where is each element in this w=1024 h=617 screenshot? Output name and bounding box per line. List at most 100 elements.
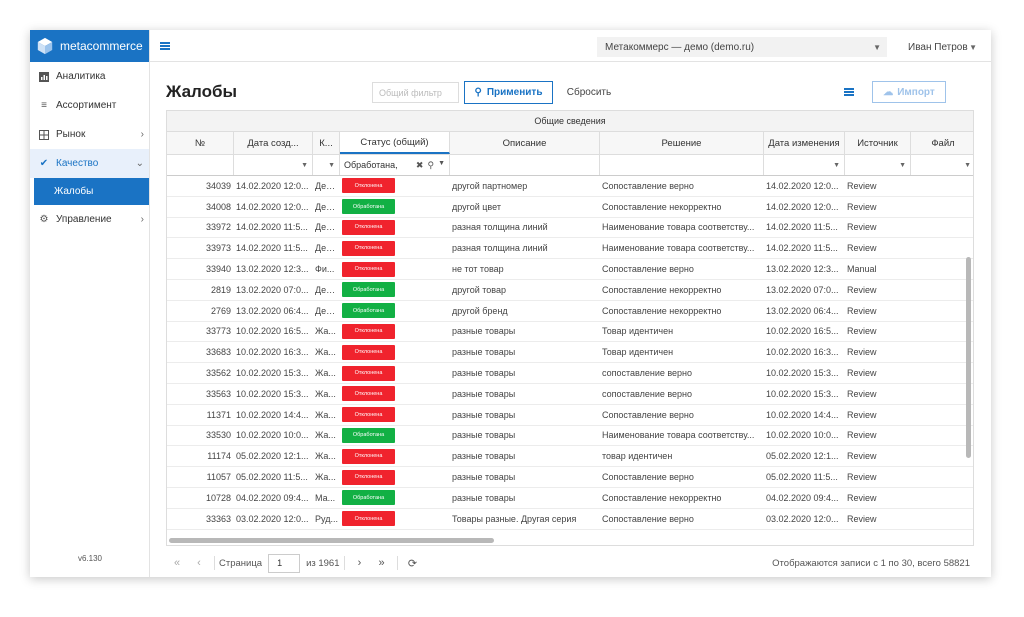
cell-k: Руд...	[315, 513, 338, 524]
search-icon[interactable]: ⚲	[427, 159, 435, 170]
cell-source: Review	[847, 347, 877, 358]
pager-divider	[343, 556, 345, 570]
first-page-icon[interactable]: «	[173, 557, 181, 569]
number-filter[interactable]	[167, 155, 234, 175]
global-filter-input[interactable]: Общий фильтр	[372, 82, 459, 103]
caret-down-icon: ▼	[969, 42, 977, 52]
sidebar-item-market[interactable]: Рынок ›	[30, 120, 149, 149]
cell-description: другой бренд	[452, 305, 508, 316]
table-row[interactable]: 33773 10.02.2020 16:5... Жа... Отклонена раз…	[167, 322, 973, 343]
logo[interactable]: metacommerce	[30, 30, 149, 62]
org-select[interactable]: Метакоммерс — демо (demo.ru) ▼	[597, 37, 887, 57]
column-header-file[interactable]: Файл	[931, 137, 955, 149]
table-row[interactable]: 11057 05.02.2020 11:5... Жа... Отклонена раз…	[167, 467, 973, 488]
table-row[interactable]: 33562 10.02.2020 15:3... Жа... Отклонена раз…	[167, 363, 973, 384]
cell-decision: Сопоставление верно	[602, 264, 694, 275]
vertical-scrollbar[interactable]	[966, 257, 971, 458]
cell-description: разные товары	[452, 430, 516, 441]
table-row[interactable]: 33530 10.02.2020 10:0... Жа... Обработана ра…	[167, 426, 973, 447]
table-row[interactable]: 33940 13.02.2020 12:3... Фи... Отклонена не …	[167, 259, 973, 280]
status-badge: Отклонена	[342, 219, 395, 235]
cell-k: Ма...	[315, 492, 336, 503]
table-row[interactable]: 33683 10.02.2020 16:3... Жа... Отклонена раз…	[167, 342, 973, 364]
cell-description: разные товары	[452, 368, 516, 379]
hamburger-icon[interactable]	[160, 41, 170, 50]
status-badge: Обработана	[342, 303, 395, 319]
cell-source: Manual	[847, 264, 877, 275]
refresh-icon[interactable]: ⟳	[407, 557, 418, 570]
cell-number: 33940	[205, 264, 231, 275]
apply-button-label: Применить	[486, 87, 543, 98]
sidebar-item-analytics[interactable]: Аналитика	[30, 62, 149, 91]
cell-description: разные товары	[452, 472, 516, 483]
cell-description: разные товары	[452, 388, 516, 399]
created-filter[interactable]: ▼	[234, 155, 313, 175]
horizontal-scrollbar[interactable]	[169, 538, 494, 543]
cell-source: Review	[847, 513, 877, 524]
table-row[interactable]: 11371 10.02.2020 14:4... Жа... Отклонена раз…	[167, 405, 973, 426]
table-row[interactable]: 33973 14.02.2020 11:5... Ден... Отклонена ра…	[167, 238, 973, 260]
description-filter[interactable]	[450, 155, 600, 175]
cell-k: Жа...	[315, 451, 336, 462]
import-button[interactable]: ☁ Импорт	[872, 81, 946, 103]
sidebar-item-quality[interactable]: ✔ Качество ⌄	[30, 149, 149, 178]
clear-icon[interactable]: ✖	[415, 159, 424, 170]
next-page-icon[interactable]: ›	[357, 557, 362, 569]
cell-number: 34008	[205, 201, 231, 212]
cell-created: 13.02.2020 06:4...	[236, 305, 309, 316]
sidebar-item-management[interactable]: ⚙ Управление ›	[30, 205, 149, 234]
caret-down-icon[interactable]: ▼	[438, 159, 445, 167]
column-header-created[interactable]: Дата созд...	[234, 132, 313, 154]
cell-number: 11174	[207, 451, 231, 462]
table-row[interactable]: 34039 14.02.2020 12:0... Ден... Отклонена др…	[167, 176, 973, 197]
cell-number: 33562	[205, 368, 231, 379]
cell-source: Review	[847, 243, 877, 254]
sidebar-item-assortment[interactable]: ≡ Ассортимент	[30, 91, 149, 120]
cell-status: Отклонена	[340, 365, 450, 381]
table-row[interactable]: 33363 03.02.2020 12:0... Руд... Отклонена То…	[167, 509, 973, 530]
file-filter[interactable]: ▼	[911, 155, 973, 175]
apply-button[interactable]: ⚲ Применить	[464, 81, 553, 104]
column-header-source[interactable]: Источник	[845, 132, 911, 154]
cell-created: 14.02.2020 11:5...	[236, 243, 308, 254]
changed-filter[interactable]: ▼	[764, 155, 845, 175]
cell-description: другой партномер	[452, 180, 528, 191]
column-header-status[interactable]: Статус (общий)	[340, 132, 450, 154]
columns-menu-icon[interactable]	[844, 88, 854, 96]
k-filter[interactable]: ▼	[313, 155, 340, 175]
table-row[interactable]: 11174 05.02.2020 12:1... Жа... Отклонена раз…	[167, 446, 973, 468]
cell-decision: Товар идентичен	[602, 326, 674, 337]
source-filter[interactable]: ▼	[845, 155, 911, 175]
last-page-icon[interactable]: »	[378, 557, 385, 569]
table-row[interactable]: 2819 13.02.2020 07:0... Ден... Обработана др…	[167, 280, 973, 301]
status-filter[interactable]: Обработана, ✖ ⚲ ▼	[340, 155, 450, 175]
cell-k: Жа...	[315, 472, 336, 483]
column-header-changed[interactable]: Дата изменения	[764, 132, 845, 154]
cell-status: Отклонена	[340, 178, 450, 194]
status-badge: Отклонена	[342, 511, 395, 527]
decision-filter[interactable]	[600, 155, 764, 175]
table-row[interactable]: 33972 14.02.2020 11:5... Ден... Отклонена ра…	[167, 218, 973, 239]
cell-created: 05.02.2020 11:5...	[236, 472, 308, 483]
column-header-number[interactable]: №	[167, 132, 234, 154]
user-menu[interactable]: Иван Петров ▼	[908, 37, 983, 57]
reset-button[interactable]: Сбросить	[566, 87, 612, 98]
prev-page-icon[interactable]: ‹	[197, 557, 201, 569]
cell-description: другой цвет	[452, 201, 501, 212]
sidebar-subitem-complaints[interactable]: Жалобы	[34, 178, 149, 205]
table-row[interactable]: 33563 10.02.2020 15:3... Жа... Отклонена раз…	[167, 384, 973, 405]
column-header-decision[interactable]: Решение	[600, 132, 764, 154]
page-input[interactable]: 1	[268, 553, 301, 573]
bar-chart-icon	[38, 71, 50, 83]
table-row[interactable]: 34008 14.02.2020 12:0... Ден... Обработана д…	[167, 197, 973, 218]
caret-down-icon: ▼	[328, 161, 335, 169]
column-header-k[interactable]: К...	[313, 132, 340, 154]
cell-source: Review	[847, 492, 877, 503]
cell-number: 11057	[206, 472, 231, 483]
cell-source: Review	[847, 388, 877, 399]
cell-changed: 05.02.2020 11:5...	[766, 472, 838, 483]
table-row[interactable]: 2769 13.02.2020 06:4... Ден... Обработана др…	[167, 301, 973, 322]
page-label: Страница	[219, 557, 263, 569]
table-row[interactable]: 10728 04.02.2020 09:4... Ма... Обработана ра…	[167, 488, 973, 509]
column-header-description[interactable]: Описание	[450, 132, 600, 154]
